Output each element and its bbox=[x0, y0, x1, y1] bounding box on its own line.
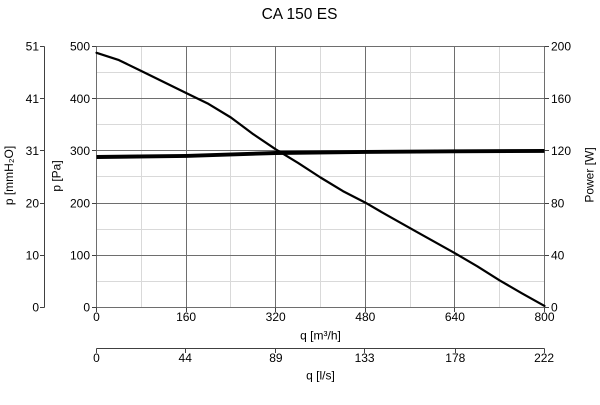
svg-text:133: 133 bbox=[355, 351, 375, 365]
svg-text:800: 800 bbox=[534, 310, 554, 324]
svg-text:640: 640 bbox=[445, 310, 465, 324]
svg-text:100: 100 bbox=[70, 249, 90, 263]
svg-text:200: 200 bbox=[551, 40, 571, 54]
svg-text:51: 51 bbox=[26, 40, 40, 54]
svg-text:p [Pa]: p [Pa] bbox=[50, 160, 64, 191]
svg-text:40: 40 bbox=[551, 249, 565, 263]
svg-text:300: 300 bbox=[70, 144, 90, 158]
svg-text:222: 222 bbox=[534, 351, 554, 365]
svg-text:0: 0 bbox=[32, 301, 39, 315]
svg-text:160: 160 bbox=[176, 310, 196, 324]
svg-text:200: 200 bbox=[70, 196, 90, 210]
svg-text:0: 0 bbox=[83, 301, 90, 315]
svg-text:178: 178 bbox=[445, 351, 465, 365]
svg-text:80: 80 bbox=[551, 196, 565, 210]
svg-text:31: 31 bbox=[26, 144, 40, 158]
svg-text:0: 0 bbox=[551, 301, 558, 315]
svg-text:10: 10 bbox=[26, 249, 40, 263]
svg-text:41: 41 bbox=[26, 92, 40, 106]
svg-text:320: 320 bbox=[266, 310, 286, 324]
svg-text:20: 20 bbox=[26, 196, 40, 210]
svg-text:q [m³/h]: q [m³/h] bbox=[300, 329, 341, 343]
svg-text:CA 150 ES: CA 150 ES bbox=[262, 6, 338, 23]
svg-text:44: 44 bbox=[179, 351, 193, 365]
svg-text:89: 89 bbox=[269, 351, 283, 365]
svg-text:400: 400 bbox=[70, 92, 90, 106]
svg-text:480: 480 bbox=[355, 310, 375, 324]
svg-text:Power [W]: Power [W] bbox=[583, 147, 597, 202]
svg-text:0: 0 bbox=[93, 351, 100, 365]
svg-text:p [mmH₂O]: p [mmH₂O] bbox=[2, 146, 16, 205]
svg-text:0: 0 bbox=[93, 310, 100, 324]
svg-text:160: 160 bbox=[551, 92, 571, 106]
svg-text:500: 500 bbox=[70, 40, 90, 54]
svg-text:q [l/s]: q [l/s] bbox=[306, 369, 335, 383]
svg-text:120: 120 bbox=[551, 144, 571, 158]
